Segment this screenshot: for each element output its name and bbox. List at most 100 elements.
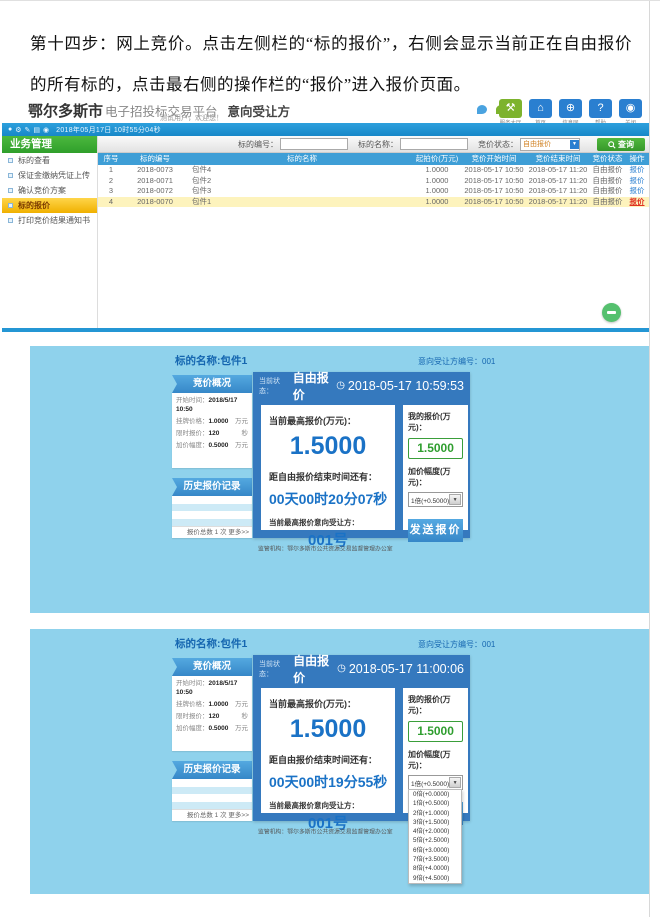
- sidebar-item-print-result[interactable]: 打印竞价结果通知书: [2, 213, 97, 228]
- step-option[interactable]: 5倍(+2.5000): [413, 837, 450, 845]
- history-footer[interactable]: 报价总数 1 次 更多>>: [172, 526, 252, 538]
- leading-bidder: 001号: [307, 532, 349, 549]
- bidder-number: 意向受让方编号：001: [418, 357, 496, 366]
- quote-link-active[interactable]: 报价: [629, 196, 645, 206]
- filter-name-input[interactable]: [400, 138, 468, 150]
- current-price-box: 当前最高报价(万元)： 1.5000 距自由报价结束时间还有： 00天00时19…: [261, 688, 395, 832]
- filter-code-input[interactable]: [280, 138, 348, 150]
- history-header: 历史报价记录: [172, 761, 252, 779]
- history-row: [172, 786, 252, 794]
- step-option[interactable]: 4倍(+2.0000): [413, 828, 450, 836]
- chevron-down-icon: ▼: [449, 777, 462, 788]
- countdown: 00天00时19分55秒: [269, 774, 388, 790]
- sidebar-item-confirm-plan[interactable]: 确认竞价方案: [2, 183, 97, 198]
- table-header: 序号 标的编号 标的名称 起拍价(万元) 竞价开始时间 竞价结束时间 竞价状态 …: [98, 153, 649, 165]
- history-footer[interactable]: 报价总数 1 次 更多>>: [172, 809, 252, 821]
- history-row: [172, 794, 252, 802]
- service-hall-icon: ⚒: [499, 99, 522, 118]
- quote-link[interactable]: 报价: [629, 186, 645, 195]
- quote-link[interactable]: 报价: [629, 175, 645, 185]
- history-row: [172, 496, 252, 504]
- bid-dialog-screenshot-2: 标的名称:包件1 意向受让方编号：001 竞价概况 开始时间：2018/5/17…: [30, 629, 649, 894]
- sidebar-item-subject-view[interactable]: 标的查看: [2, 153, 97, 168]
- user-greeting: 测试用户，欢迎您！: [160, 115, 223, 122]
- highest-price: 1.5000: [289, 715, 367, 743]
- step-dropdown-list: 0倍(+0.0000) 1倍(+0.5000) 2倍(+1.0000) 3倍(+…: [408, 789, 462, 884]
- bid-main-panel: 当前状态： 自由报价 ◷ 2018-05-17 10:59:53 当前最高报价(万…: [253, 370, 470, 549]
- step-instruction-text: 第十四步：网上竞价。点击左侧栏的“标的报价”，右侧会显示当前正在自由报价的所有标…: [30, 34, 632, 94]
- brand-city: 鄂尔多斯市: [28, 103, 104, 120]
- highest-price: 1.5000: [289, 432, 367, 460]
- subject-name: 标的名称:包件1: [175, 638, 248, 650]
- circle-icon[interactable]: ◉: [43, 126, 50, 134]
- chevron-down-icon: ▼: [449, 494, 462, 505]
- status-value: 自由报价: [292, 370, 329, 402]
- pen-icon[interactable]: ✎: [24, 126, 31, 134]
- help-icon: ?: [589, 99, 612, 118]
- overview-fields: 开始时间：2018/5/17 10:50 挂牌价格：1.0000 万元 限时报价：…: [172, 393, 252, 468]
- app-body: 业务管理 标的查看 保证金缴纳凭证上传 确认竞价方案 标的报价 打印竞价结果通知…: [2, 136, 649, 328]
- page-right-border: [649, 1, 650, 917]
- overview-fields: 开始时间：2018/5/17 10:50 挂牌价格：1.0000 万元 限时报价：…: [172, 676, 252, 751]
- bid-status-bar: 当前状态： 自由报价 ◷ 2018-05-17 10:59:53: [259, 370, 464, 402]
- step-option[interactable]: 6倍(+3.0000): [413, 846, 450, 854]
- app-toolbar: ● ⚙ ✎ ▤ ◉ 2018年05月17日 10时55分04秒: [2, 123, 649, 136]
- table-row: 2 2018-0071 包件2 1.0000 2018-05-17 10:50 …: [98, 175, 649, 186]
- step-option[interactable]: 0倍(+0.0000): [413, 791, 450, 798]
- grid-icon[interactable]: ▤: [33, 126, 41, 134]
- send-bid-button[interactable]: 发送报价: [408, 519, 464, 542]
- filter-status-select[interactable]: 自由报价 ▼: [520, 137, 580, 151]
- search-button[interactable]: 查询: [597, 138, 645, 151]
- history-row: [172, 518, 252, 526]
- power-icon: ◉: [619, 99, 642, 118]
- step-option[interactable]: 2倍(+1.0000): [413, 809, 450, 817]
- subject-name: 标的名称:包件1: [175, 355, 248, 367]
- quote-link[interactable]: 报价: [629, 165, 645, 174]
- bid-main-panel: 当前状态： 自由报价 ◷ 2018-05-17 11:00:06 当前最高报价(万…: [253, 653, 470, 884]
- step-select[interactable]: 1倍(+0.5000) ▼: [408, 492, 464, 507]
- history-row: [172, 511, 252, 519]
- toolbar-datetime: 2018年05月17日 10时55分04秒: [56, 126, 161, 134]
- step-select[interactable]: 1倍(+0.5000) ▼: [408, 775, 464, 790]
- regulator-caption: 监管机构：鄂尔多斯市公共资源交易监督管理办公室: [258, 829, 393, 836]
- sidebar-item-subject-quote[interactable]: 标的报价: [2, 198, 97, 213]
- step-option[interactable]: 9倍(+4.5000): [413, 874, 450, 882]
- overview-header: 竞价概况: [172, 658, 252, 676]
- history-row: [172, 503, 252, 511]
- step-option[interactable]: 8倍(+4.0000): [413, 865, 450, 873]
- step-option[interactable]: 7倍(+3.5000): [413, 856, 450, 864]
- message-balloon-icon[interactable]: [477, 105, 487, 114]
- bid-body: 当前最高报价(万元)： 1.5000 距自由报价结束时间还有： 00天00时20…: [261, 405, 469, 549]
- step-option[interactable]: 3倍(+1.5000): [413, 818, 450, 826]
- table-row: 3 2018-0072 包件3 1.0000 2018-05-17 10:50 …: [98, 186, 649, 197]
- bidder-number: 意向受让方编号：001: [418, 640, 496, 649]
- sidebar-item-deposit-upload[interactable]: 保证金缴纳凭证上传: [2, 168, 97, 183]
- gear-icon[interactable]: ⚙: [15, 126, 22, 134]
- history-list: 报价总数 1 次 更多>>: [172, 496, 252, 538]
- toolbar-icon[interactable]: ●: [8, 126, 13, 133]
- history-row: [172, 801, 252, 809]
- bid-status-bar: 当前状态： 自由报价 ◷ 2018-05-17 11:00:06: [259, 653, 464, 685]
- app-footer-bar: [2, 328, 649, 332]
- current-price-box: 当前最高报价(万元)： 1.5000 距自由报价结束时间还有： 00天00时20…: [261, 405, 395, 549]
- bid-body: 当前最高报价(万元)： 1.5000 距自由报价结束时间还有： 00天00时19…: [261, 688, 469, 884]
- brand-role: 意向受让方: [227, 105, 291, 119]
- regulator-caption: 监管机构：鄂尔多斯市公共资源交易监督管理办公室: [258, 546, 393, 553]
- table-row: 1 2018-0073 包件4 1.0000 2018-05-17 10:50 …: [98, 165, 649, 176]
- main-content: 标的编号： 标的名称： 竞价状态： 自由报价 ▼ 查询 序号: [98, 136, 649, 328]
- home-icon: ⌂: [529, 99, 552, 118]
- step-option[interactable]: 1倍(+0.5000): [413, 800, 450, 808]
- sidebar-title: 业务管理: [2, 136, 97, 153]
- clock-icon: ◷: [337, 663, 346, 674]
- history-header: 历史报价记录: [172, 478, 252, 496]
- my-bid-box: 我的报价(万元)： 1.5000 加价幅度(万元)： 1倍(+0.5000) ▼…: [403, 405, 469, 542]
- brand-platform: 电子招投标交易平台: [105, 105, 218, 119]
- chevron-down-icon: ▼: [570, 139, 579, 149]
- floating-service-button[interactable]: [602, 303, 621, 322]
- my-bid-box: 我的报价(万元)： 1.5000 加价幅度(万元)： 1倍(+0.5000) ▼…: [403, 688, 469, 884]
- filter-bar: 标的编号： 标的名称： 竞价状态： 自由报价 ▼ 查询: [98, 136, 649, 153]
- countdown: 00天00时20分07秒: [269, 491, 388, 507]
